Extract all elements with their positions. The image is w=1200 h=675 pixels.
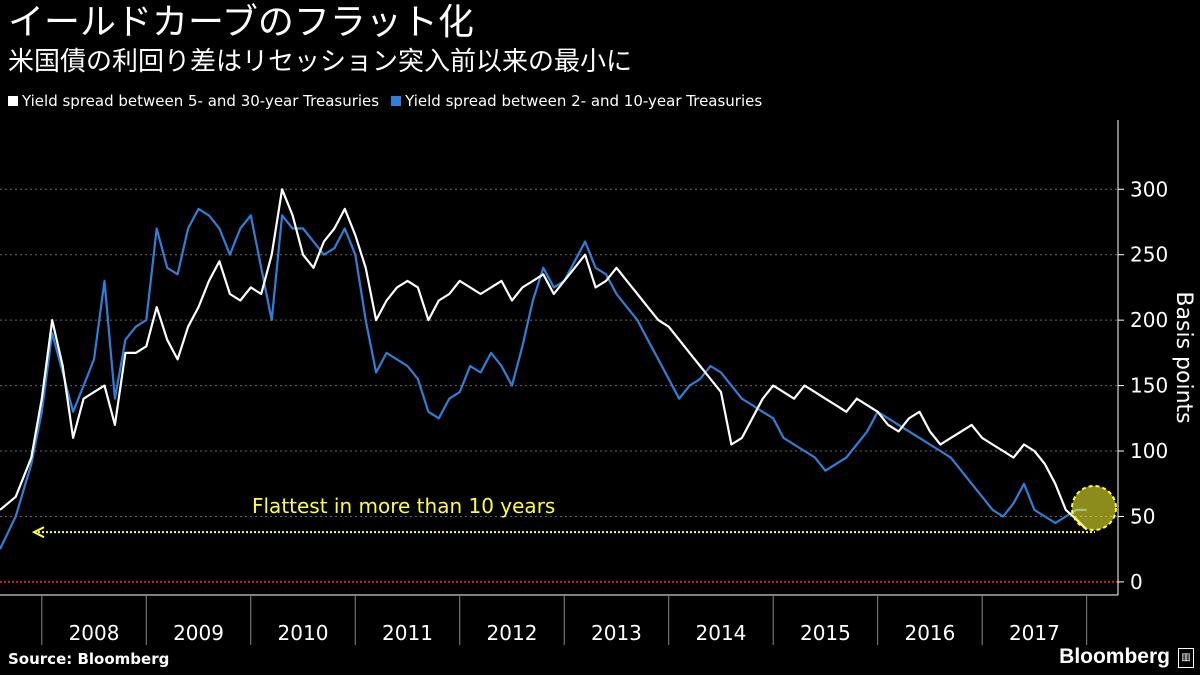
bloomberg-logo: Bloomberg xyxy=(1059,645,1170,668)
series-line-5-30 xyxy=(0,188,1088,531)
y-axis-title: Basis points xyxy=(1171,291,1196,423)
chart-icon: ▥ xyxy=(1178,648,1194,668)
x-tick-label: 2010 xyxy=(278,621,329,645)
x-tick-label: 2011 xyxy=(382,621,433,645)
annotation-arrowhead xyxy=(31,526,45,539)
x-tick-label: 2015 xyxy=(800,621,851,645)
series-line-2-10 xyxy=(0,207,1087,550)
x-tick-label: 2013 xyxy=(591,621,642,645)
x-tick-label: 2009 xyxy=(173,621,224,645)
x-tick-label: 2016 xyxy=(904,621,955,645)
y-tick-label: 0 xyxy=(1130,570,1143,594)
legend-item-5-30: Yield spread between 5- and 30-year Trea… xyxy=(8,90,379,112)
x-tick-label: 2012 xyxy=(487,621,538,645)
legend-swatch-white xyxy=(8,96,18,106)
page-subtitle: 米国債の利回り差はリセッション突入前以来の最小に xyxy=(8,47,633,77)
x-tick-label: 2017 xyxy=(1009,621,1060,645)
x-tick-label: 2014 xyxy=(696,621,747,645)
annotation-label: Flattest in more than 10 years xyxy=(252,494,555,518)
legend-label-5-30: Yield spread between 5- and 30-year Trea… xyxy=(22,92,380,110)
y-tick-label: 100 xyxy=(1130,439,1168,463)
chart-legend: Yield spread between 5- and 30-year Trea… xyxy=(8,90,762,112)
y-tick-label: 200 xyxy=(1130,308,1168,332)
y-tick-label: 300 xyxy=(1130,177,1168,201)
legend-label-2-10: Yield spread between 2- and 10-year Trea… xyxy=(405,92,763,110)
x-tick-label: 2008 xyxy=(69,621,120,645)
y-tick-label: 50 xyxy=(1130,504,1155,528)
legend-swatch-blue xyxy=(391,96,402,106)
highlight-circle xyxy=(1071,485,1117,531)
page-title: イールドカーブのフラット化 xyxy=(8,2,474,43)
legend-item-2-10: Yield spread between 2- and 10-year Trea… xyxy=(391,90,762,112)
y-tick-label: 150 xyxy=(1130,374,1168,398)
source-note: Source: Bloomberg xyxy=(8,650,170,668)
y-tick-label: 250 xyxy=(1130,243,1168,267)
